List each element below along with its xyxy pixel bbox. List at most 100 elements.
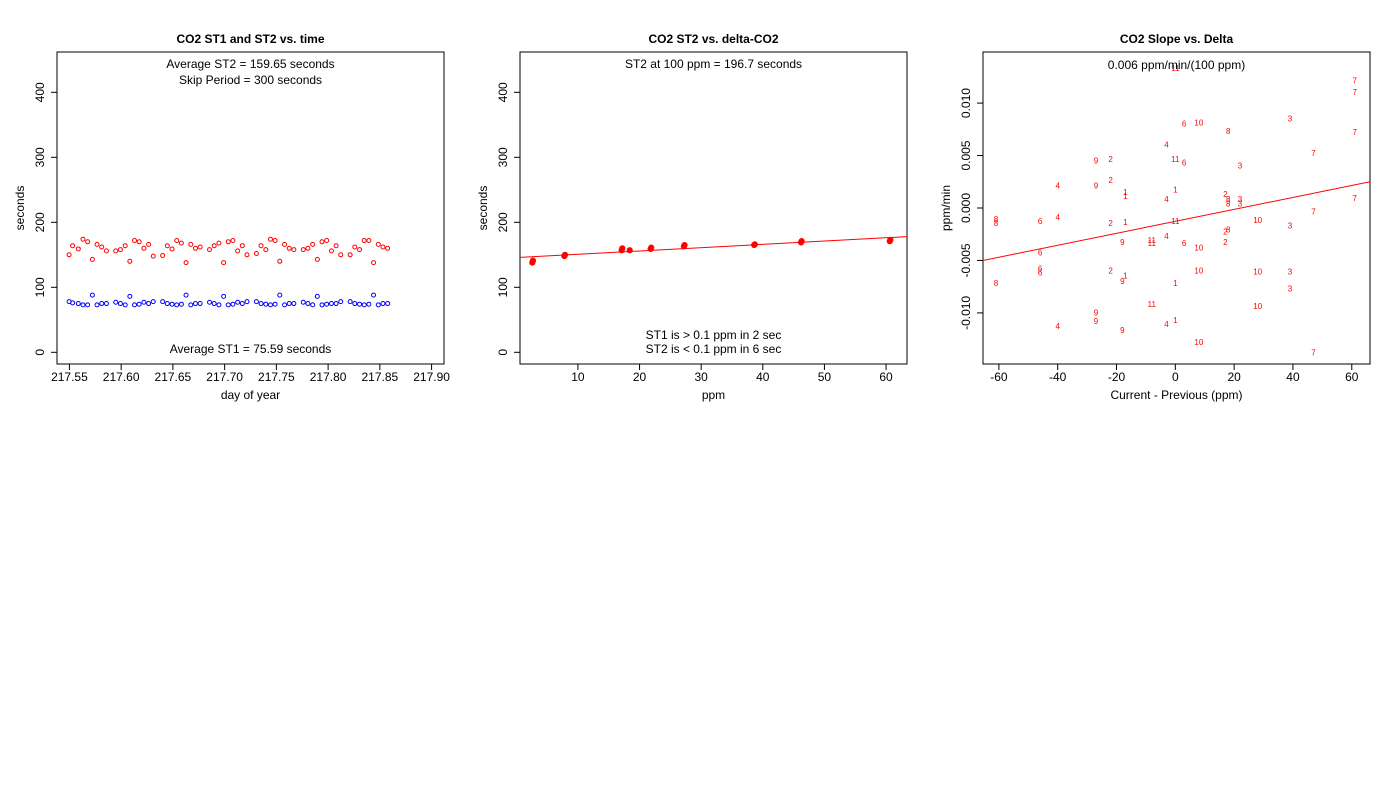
data-point-st2 bbox=[94, 241, 100, 247]
data-point-st1 bbox=[94, 302, 100, 308]
point-label: 6 bbox=[1038, 249, 1043, 258]
data-point-st1 bbox=[85, 302, 91, 308]
point-label: 7 bbox=[1352, 194, 1357, 203]
annotation: Average ST2 = 159.65 seconds bbox=[166, 57, 334, 71]
point-label: 9 bbox=[1094, 308, 1099, 317]
data-point-st1 bbox=[291, 301, 297, 307]
data-point-st1 bbox=[328, 301, 334, 307]
data-point-st2 bbox=[333, 243, 339, 249]
data-point-st2 bbox=[80, 236, 86, 242]
point-label: 8 bbox=[994, 279, 999, 288]
point-label: 11 bbox=[1171, 155, 1180, 164]
data-point-st1 bbox=[263, 301, 269, 307]
point-label: 1 bbox=[1173, 279, 1178, 288]
point-label: 10 bbox=[1194, 266, 1203, 275]
x-tick-label: 20 bbox=[1227, 370, 1241, 384]
x-tick-label: 217.80 bbox=[310, 370, 347, 384]
point-label: 9 bbox=[1120, 277, 1125, 286]
data-point-st2 bbox=[188, 241, 194, 247]
y-tick-label: -0.005 bbox=[959, 243, 973, 277]
data-point-st2 bbox=[178, 240, 184, 246]
point-label: 1 bbox=[1123, 188, 1128, 197]
x-tick-label: 217.75 bbox=[258, 370, 295, 384]
panel-2: CO2 ST2 vs. delta-CO2 10 20 30 40 50 60 0 100 200… bbox=[476, 32, 908, 402]
annotation: ST1 is > 0.1 ppm in 2 sec bbox=[646, 328, 782, 342]
x-tick-label: 60 bbox=[879, 370, 893, 384]
data-point bbox=[751, 241, 758, 248]
fit-line bbox=[520, 236, 907, 258]
data-point-st2 bbox=[272, 238, 278, 243]
data-point-st1 bbox=[113, 299, 119, 305]
y-tick-label: 0 bbox=[33, 349, 47, 356]
data-point-st1 bbox=[225, 302, 231, 308]
data-point-st2 bbox=[230, 238, 236, 243]
point-label: 2 bbox=[1108, 219, 1113, 228]
annotation: Skip Period = 300 seconds bbox=[179, 73, 322, 87]
point-label: 10 bbox=[1253, 302, 1262, 311]
data-point-st2 bbox=[263, 247, 269, 253]
point-label: 8 bbox=[994, 215, 999, 224]
data-point-st2 bbox=[169, 246, 175, 252]
data-point-st1 bbox=[375, 302, 381, 308]
point-label: 1 bbox=[1173, 316, 1178, 325]
point-label: 6 bbox=[1182, 120, 1187, 129]
data-point-st1 bbox=[371, 292, 377, 298]
x-tick-label: -20 bbox=[1108, 370, 1126, 384]
x-tick-label: 50 bbox=[818, 370, 832, 384]
data-point-st2 bbox=[113, 248, 119, 254]
data-point-st2 bbox=[380, 244, 386, 250]
data-point-st2 bbox=[75, 246, 81, 252]
data-point-st2 bbox=[85, 239, 91, 245]
data-point-st2 bbox=[267, 236, 273, 242]
data-point-st2 bbox=[253, 251, 259, 256]
y-tick-label: 400 bbox=[496, 82, 510, 102]
x-axis-label: Current - Previous (ppm) bbox=[1110, 388, 1242, 402]
y-tick-label: -0.010 bbox=[959, 296, 973, 330]
data-point-st1 bbox=[132, 302, 138, 308]
data-point-st1 bbox=[75, 301, 81, 307]
point-label: 11 bbox=[1171, 64, 1180, 73]
data-point-st1 bbox=[385, 301, 391, 307]
point-label: 6 bbox=[1038, 217, 1043, 226]
data-point-st1 bbox=[221, 293, 227, 299]
data-point-st1 bbox=[160, 299, 166, 305]
point-label: 4 bbox=[1164, 232, 1169, 241]
data-point-st1 bbox=[136, 301, 142, 307]
annotation: 0.006 ppm/min/(100 ppm) bbox=[1108, 58, 1245, 72]
data-point-st1 bbox=[352, 301, 358, 307]
data-point-st2 bbox=[221, 260, 227, 266]
y-tick-label: 0.005 bbox=[959, 140, 973, 170]
data-point-st1 bbox=[80, 302, 86, 308]
point-label: 7 bbox=[1352, 77, 1357, 86]
data-point-st2 bbox=[239, 243, 245, 249]
data-point-st1 bbox=[188, 302, 194, 308]
data-point bbox=[648, 244, 655, 251]
point-label: 2 bbox=[1223, 190, 1228, 199]
y-tick-label: 400 bbox=[33, 82, 47, 102]
y-tick-label: 0.010 bbox=[959, 88, 973, 118]
data-point-st1 bbox=[146, 301, 152, 307]
data-point-st1 bbox=[70, 300, 76, 306]
y-tick-label: 0 bbox=[496, 349, 510, 356]
point-label: 1 bbox=[1123, 192, 1128, 201]
x-axis-label: day of year bbox=[221, 388, 280, 402]
data-point-st2 bbox=[244, 252, 250, 258]
x-tick-label: 217.90 bbox=[413, 370, 450, 384]
panel-3: CO2 Slope vs. Delta -60 -40 -20 0 20 40 60 -0.01… bbox=[939, 32, 1371, 402]
data-point-st2 bbox=[324, 238, 330, 243]
chart-title: CO2 Slope vs. Delta bbox=[1120, 32, 1234, 46]
point-label: 10 bbox=[1253, 216, 1262, 225]
data-point-st2 bbox=[174, 238, 180, 243]
point-label: 7 bbox=[1311, 208, 1316, 217]
point-label: 8 bbox=[1226, 195, 1231, 204]
data-point-st2 bbox=[99, 244, 105, 250]
data-point-st1 bbox=[319, 302, 325, 308]
data-point-st1 bbox=[207, 299, 213, 305]
point-label: 1 bbox=[1123, 218, 1128, 227]
point-label: 7 bbox=[1311, 348, 1316, 357]
data-point-st1 bbox=[235, 299, 241, 305]
annotation: ST2 at 100 ppm = 196.7 seconds bbox=[625, 57, 802, 71]
data-point bbox=[887, 236, 894, 243]
data-point-st1 bbox=[347, 299, 353, 305]
